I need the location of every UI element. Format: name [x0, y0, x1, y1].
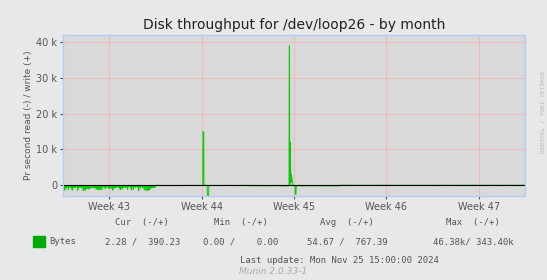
Text: RRDTOOL / TOBI OETIKER: RRDTOOL / TOBI OETIKER — [541, 71, 546, 153]
Text: Avg  (-/+): Avg (-/+) — [321, 218, 374, 227]
Text: 2.28 /  390.23: 2.28 / 390.23 — [104, 237, 180, 246]
Title: Disk throughput for /dev/loop26 - by month: Disk throughput for /dev/loop26 - by mon… — [143, 18, 445, 32]
Text: Munin 2.0.33-1: Munin 2.0.33-1 — [240, 267, 307, 276]
Y-axis label: Pr second read (-) / write (+): Pr second read (-) / write (+) — [25, 51, 33, 180]
Text: Last update: Mon Nov 25 15:00:00 2024: Last update: Mon Nov 25 15:00:00 2024 — [240, 256, 439, 265]
Text: 54.67 /  767.39: 54.67 / 767.39 — [307, 237, 388, 246]
Text: Bytes: Bytes — [49, 237, 76, 246]
Text: Max  (-/+): Max (-/+) — [446, 218, 500, 227]
Text: 46.38k/ 343.40k: 46.38k/ 343.40k — [433, 237, 514, 246]
Text: 0.00 /    0.00: 0.00 / 0.00 — [203, 237, 278, 246]
Text: Cur  (-/+): Cur (-/+) — [115, 218, 169, 227]
Text: Min  (-/+): Min (-/+) — [214, 218, 267, 227]
